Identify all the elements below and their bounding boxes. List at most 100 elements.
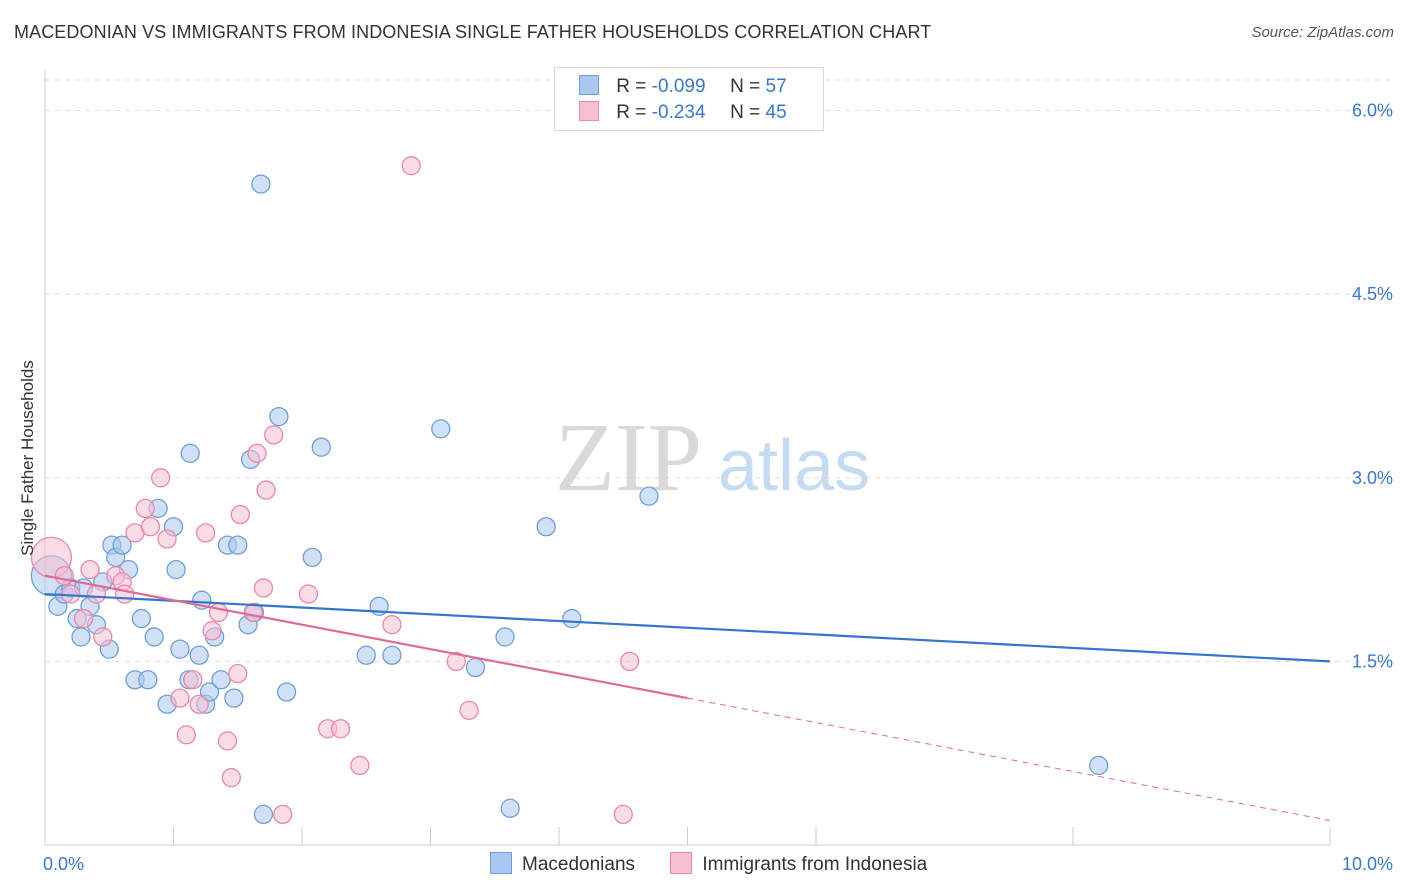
y-tick-label: 3.0% [1352,468,1393,488]
grid-lines [45,79,1392,662]
bottom-legend-label-indonesia: Immigrants from Indonesia [702,854,928,875]
bottom-legend-indonesia: Immigrants from Indonesia [670,852,927,876]
x-ticks [173,827,1331,845]
legend: R = -0.099 N = 57 R = -0.234 N = 45 [554,67,824,131]
x-tick-label-max: 10.0% [1342,854,1393,874]
legend-swatch-blue [579,75,599,95]
watermark-atlas: atlas [718,426,870,506]
point-macedonian [536,517,556,537]
bottom-legend-label-macedonians: Macedonians [522,854,636,875]
legend-row-macedonians: R = -0.099 N = 57 [579,75,787,101]
point-indonesia [446,651,466,672]
legend-r-label: R = [616,102,647,123]
series-indonesia [30,156,640,825]
point-indonesia [140,517,161,537]
legend-swatch-pink [579,101,599,121]
point-indonesia [401,156,421,176]
legend-r-value: -0.234 [651,102,706,123]
point-indonesia [73,608,94,629]
point-indonesia [195,523,216,543]
legend-n-label: N = [730,76,761,97]
trendline-macedonians [44,592,1331,663]
point-indonesia [189,694,209,714]
watermark: ZIP atlas [555,404,870,512]
point-indonesia [93,627,113,647]
point-macedonian [465,657,486,678]
point-indonesia [183,670,203,690]
legend-row-indonesia: R = -0.234 N = 45 [579,101,787,127]
legend-r-label: R = [616,76,647,97]
bottom-legend-swatch-pink [670,852,693,874]
legend-n-label: N = [730,102,761,123]
legend-n-value: 57 [765,76,787,97]
point-macedonian [138,670,158,690]
point-indonesia [80,559,100,580]
point-macedonian [500,798,520,818]
y-tick-label: 4.5% [1352,284,1393,304]
point-indonesia [157,529,177,549]
point-indonesia [176,725,197,745]
point-indonesia [273,804,293,825]
point-indonesia [135,498,155,519]
trendline-indonesia-extension [687,697,1331,822]
point-macedonian [224,688,244,708]
point-indonesia [247,443,267,463]
point-indonesia [613,804,633,825]
point-macedonian [251,174,271,194]
point-macedonian [180,443,200,463]
point-macedonian [71,627,91,647]
x-tick-label-min: 0.0% [43,854,84,874]
y-tick-labels: 1.5% 3.0% 4.5% 6.0% [1352,101,1393,672]
source-label: Source: ZipAtlas.com [1251,24,1394,41]
point-indonesia [217,731,238,751]
point-macedonian [302,547,322,568]
point-indonesia [221,768,241,788]
point-macedonian [166,559,186,580]
point-macedonian [211,670,231,690]
point-macedonian [112,535,132,555]
bottom-legend-macedonians: Macedonians [490,852,635,876]
y-axis-label: Single Father Households [18,360,37,556]
point-macedonian [199,682,220,702]
point-indonesia [253,578,274,598]
watermark-zip: ZIP [555,404,702,512]
legend-n-value: 45 [765,102,787,123]
point-indonesia [350,755,370,776]
point-macedonian [131,608,152,629]
point-indonesia [382,615,402,635]
point-macedonian [562,608,582,629]
point-macedonian [170,639,190,659]
point-indonesia [208,602,229,623]
point-indonesia [256,480,276,500]
point-macedonian [228,535,248,555]
point-macedonian [639,486,659,506]
point-macedonian [356,645,376,665]
bottom-legend: Macedonians Immigrants from Indonesia [490,852,957,876]
point-indonesia [115,584,135,604]
point-macedonian [382,645,402,665]
point-macedonian [144,627,164,647]
point-indonesia [170,688,190,708]
point-indonesia [202,621,222,641]
point-indonesia [459,700,479,721]
bottom-legend-swatch-blue [490,852,512,874]
point-indonesia [54,566,74,586]
point-indonesia [230,504,250,525]
point-indonesia [330,719,351,739]
point-indonesia [620,651,640,672]
point-macedonian [431,419,451,439]
point-macedonian [311,437,331,457]
point-macedonian [269,406,289,427]
y-tick-label: 6.0% [1352,101,1393,121]
point-macedonian [189,645,209,665]
chart-title: MACEDONIAN VS IMMIGRANTS FROM INDONESIA … [14,22,932,42]
point-macedonian [253,804,274,825]
point-macedonian [495,627,515,647]
trendline-indonesia [44,574,688,700]
point-indonesia [298,584,319,604]
trend-lines [44,574,1331,822]
point-indonesia [264,425,284,445]
point-macedonian [1089,755,1109,776]
point-indonesia [150,468,171,488]
